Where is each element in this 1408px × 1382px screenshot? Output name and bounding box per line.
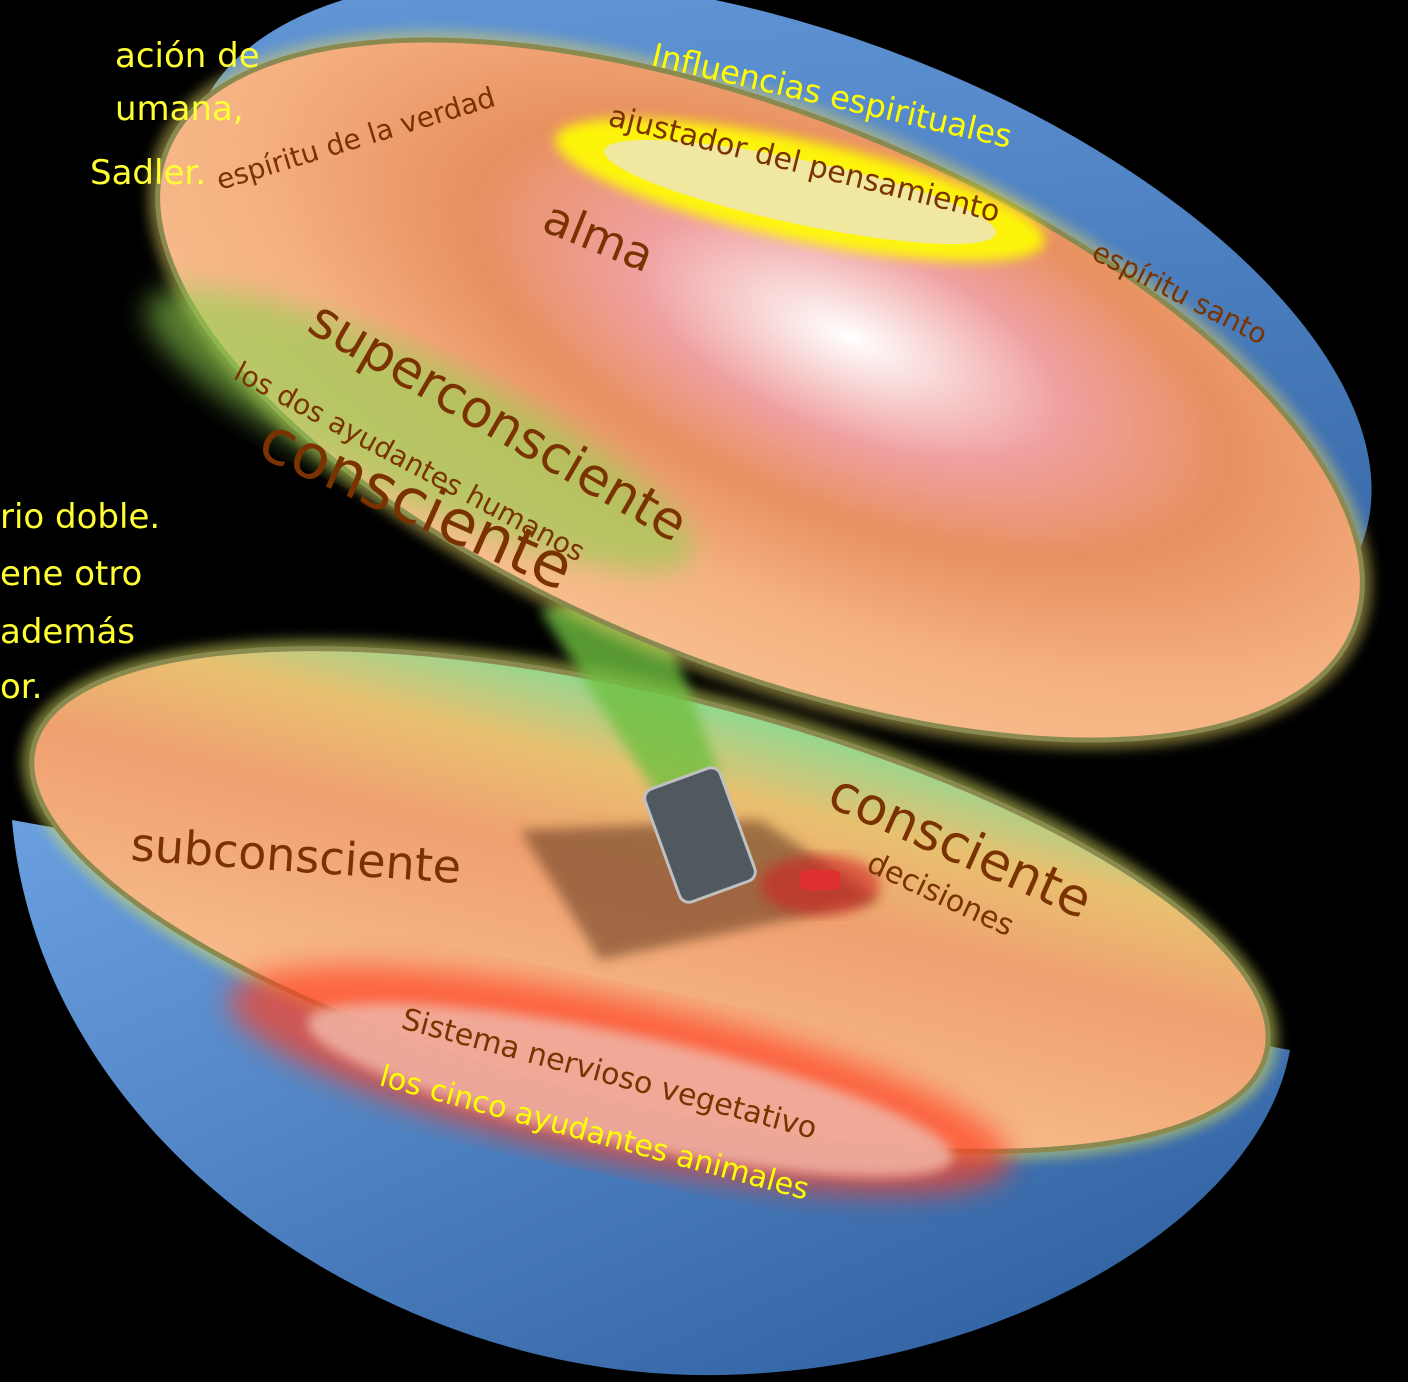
side-text: Sadler. [90,153,206,193]
side-text: rio doble. [0,497,160,537]
side-text: or. [0,667,42,707]
lower-hemisphere [12,639,1290,1376]
side-text: además [0,612,135,652]
side-text: ación de [115,36,260,76]
side-text: umana, [115,89,244,129]
upper-hemisphere [146,0,1373,750]
side-text: ene otro [0,554,142,594]
